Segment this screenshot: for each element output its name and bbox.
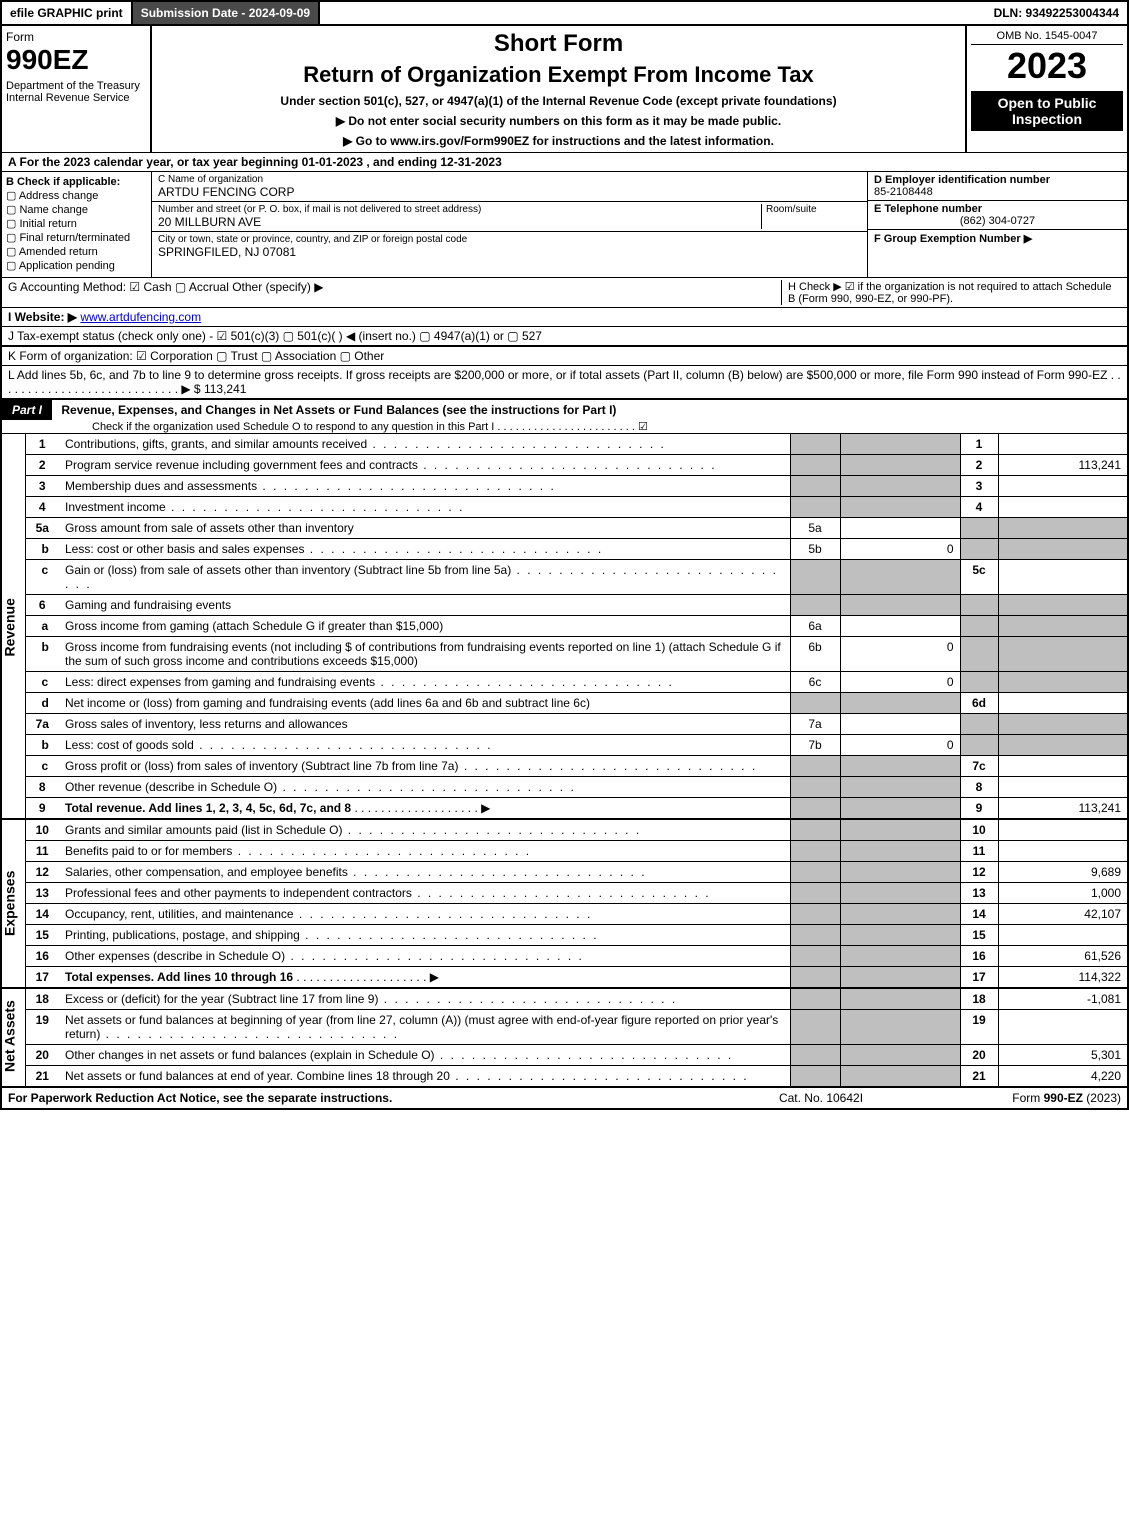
line-l: L Add lines 5b, 6c, and 7b to line 9 to … (0, 365, 1129, 398)
line-18: Net Assets 18Excess or (deficit) for the… (1, 988, 1128, 1010)
section-bcdef: B Check if applicable: ▢ Address change … (0, 171, 1129, 277)
telephone: (862) 304-0727 (874, 215, 1121, 227)
under-section: Under section 501(c), 527, or 4947(a)(1)… (156, 94, 961, 108)
group-exemption-label: F Group Exemption Number ▶ (874, 232, 1121, 245)
catalog-number: Cat. No. 10642I (721, 1091, 921, 1105)
line-2: 2Program service revenue including gover… (1, 455, 1128, 476)
city-row: City or town, state or province, country… (152, 232, 867, 261)
line-20: 20Other changes in net assets or fund ba… (1, 1045, 1128, 1066)
line-6c: cLess: direct expenses from gaming and f… (1, 672, 1128, 693)
part-i-title: Revenue, Expenses, and Changes in Net As… (55, 401, 622, 419)
chk-initial-return[interactable]: ▢ Initial return (6, 217, 147, 230)
open-to-public: Open to Public Inspection (971, 91, 1123, 131)
line-4: 4Investment income4 (1, 497, 1128, 518)
line-21: 21Net assets or fund balances at end of … (1, 1066, 1128, 1087)
line-14: 14Occupancy, rent, utilities, and mainte… (1, 904, 1128, 925)
tel-label: E Telephone number (874, 203, 1121, 215)
side-revenue: Revenue (1, 434, 25, 820)
form-header: Form 990EZ Department of the Treasury In… (0, 26, 1129, 152)
org-name: ARTDU FENCING CORP (158, 185, 861, 199)
line-16: 16Other expenses (describe in Schedule O… (1, 946, 1128, 967)
ssn-warning: ▶ Do not enter social security numbers o… (156, 114, 961, 128)
line-11: 11Benefits paid to or for members11 (1, 841, 1128, 862)
chk-final-return[interactable]: ▢ Final return/terminated (6, 231, 147, 244)
street-row: Number and street (or P. O. box, if mail… (152, 202, 867, 232)
line-7a: 7aGross sales of inventory, less returns… (1, 714, 1128, 735)
header-left: Form 990EZ Department of the Treasury In… (2, 26, 152, 152)
line-6b: bGross income from fundraising events (n… (1, 637, 1128, 672)
room-label: Room/suite (766, 204, 861, 215)
chk-name-change[interactable]: ▢ Name change (6, 203, 147, 216)
lines-table: Revenue 1Contributions, gifts, grants, a… (0, 433, 1129, 1086)
instructions-link: ▶ Go to www.irs.gov/Form990EZ for instru… (156, 134, 961, 148)
line-17: 17Total expenses. Add lines 10 through 1… (1, 967, 1128, 989)
org-name-row: C Name of organization ARTDU FENCING COR… (152, 172, 867, 202)
submission-date: Submission Date - 2024-09-09 (133, 2, 320, 24)
part-i-header-row: Part I Revenue, Expenses, and Changes in… (0, 398, 1129, 433)
header-right: OMB No. 1545-0047 2023 Open to Public In… (967, 26, 1127, 152)
chk-amended-return[interactable]: ▢ Amended return (6, 245, 147, 258)
form-title: Return of Organization Exempt From Incom… (156, 62, 961, 88)
form-label: Form (6, 30, 146, 44)
col-d-ein: D Employer identification number 85-2108… (867, 172, 1127, 277)
ein: 85-2108448 (874, 186, 1121, 198)
line-i: I Website: ▶ www.artdufencing.com (0, 307, 1129, 326)
line-6d: dNet income or (loss) from gaming and fu… (1, 693, 1128, 714)
line-7c: cGross profit or (loss) from sales of in… (1, 756, 1128, 777)
line-9: 9Total revenue. Add lines 1, 2, 3, 4, 5c… (1, 798, 1128, 819)
line-k: K Form of organization: ☑ Corporation ▢ … (0, 345, 1129, 365)
col-c-org-info: C Name of organization ARTDU FENCING COR… (152, 172, 867, 277)
dln: DLN: 93492253004344 (986, 2, 1127, 24)
short-form-title: Short Form (156, 30, 961, 58)
line-5a: 5aGross amount from sale of assets other… (1, 518, 1128, 539)
efile-label: efile GRAPHIC print (2, 2, 133, 24)
form-reference: Form 990-EZ (2023) (921, 1091, 1121, 1105)
department: Department of the Treasury Internal Reve… (6, 80, 146, 104)
spacer (320, 2, 985, 24)
street-label: Number and street (or P. O. box, if mail… (158, 204, 761, 215)
line-10: Expenses 10Grants and similar amounts pa… (1, 819, 1128, 841)
line-6a: aGross income from gaming (attach Schedu… (1, 616, 1128, 637)
website-link[interactable]: www.artdufencing.com (80, 310, 201, 324)
line-5b: bLess: cost or other basis and sales exp… (1, 539, 1128, 560)
line-7b: bLess: cost of goods sold7b0 (1, 735, 1128, 756)
line-gh: G Accounting Method: ☑ Cash ▢ Accrual Ot… (0, 277, 1129, 307)
line-6: 6Gaming and fundraising events (1, 595, 1128, 616)
side-net-assets: Net Assets (1, 988, 25, 1086)
chk-address-change[interactable]: ▢ Address change (6, 189, 147, 202)
line-5c: cGain or (loss) from sale of assets othe… (1, 560, 1128, 595)
part-i-label: Part I (2, 400, 52, 420)
tax-year: 2023 (971, 45, 1123, 87)
paperwork-notice: For Paperwork Reduction Act Notice, see … (8, 1091, 721, 1105)
street: 20 MILLBURN AVE (158, 215, 761, 229)
footer: For Paperwork Reduction Act Notice, see … (0, 1086, 1129, 1110)
line-1: Revenue 1Contributions, gifts, grants, a… (1, 434, 1128, 455)
b-label: B Check if applicable: (6, 176, 147, 188)
line-3: 3Membership dues and assessments3 (1, 476, 1128, 497)
line-19: 19Net assets or fund balances at beginni… (1, 1010, 1128, 1045)
side-expenses: Expenses (1, 819, 25, 988)
city: SPRINGFILED, NJ 07081 (158, 245, 861, 259)
line-8: 8Other revenue (describe in Schedule O)8 (1, 777, 1128, 798)
header-center: Short Form Return of Organization Exempt… (152, 26, 967, 152)
line-a: A For the 2023 calendar year, or tax yea… (0, 152, 1129, 171)
chk-application-pending[interactable]: ▢ Application pending (6, 259, 147, 272)
line-h: H Check ▶ ☑ if the organization is not r… (781, 280, 1121, 305)
line-g: G Accounting Method: ☑ Cash ▢ Accrual Ot… (8, 280, 781, 305)
omb-number: OMB No. 1545-0047 (971, 30, 1123, 45)
line-12: 12Salaries, other compensation, and empl… (1, 862, 1128, 883)
line-13: 13Professional fees and other payments t… (1, 883, 1128, 904)
line-j: J Tax-exempt status (check only one) - ☑… (0, 326, 1129, 345)
city-label: City or town, state or province, country… (158, 234, 861, 245)
org-name-label: C Name of organization (158, 174, 861, 185)
col-b-checkboxes: B Check if applicable: ▢ Address change … (2, 172, 152, 277)
top-bar: efile GRAPHIC print Submission Date - 20… (0, 0, 1129, 26)
form-number: 990EZ (6, 44, 146, 76)
line-15: 15Printing, publications, postage, and s… (1, 925, 1128, 946)
part-i-sub: Check if the organization used Schedule … (2, 420, 1127, 433)
ein-label: D Employer identification number (874, 174, 1121, 186)
